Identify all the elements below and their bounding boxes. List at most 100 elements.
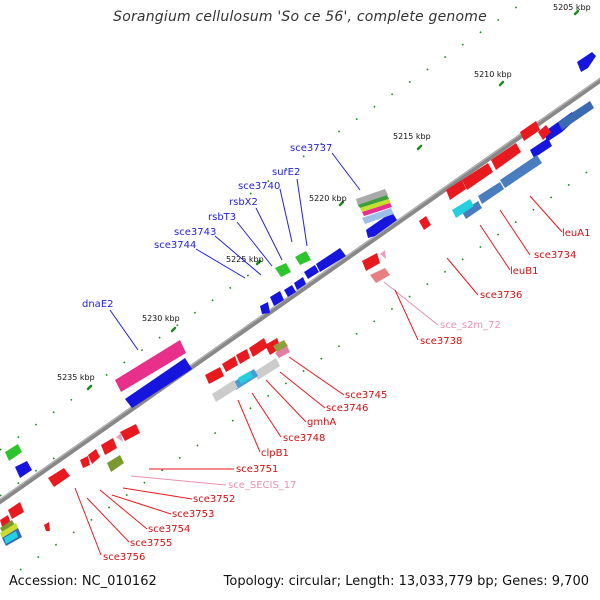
accession-text: Accession: NC_010162 [9,574,157,589]
gene-label: sce3736 [480,290,522,301]
feature-block [558,101,594,130]
rna-feature [116,433,123,442]
leader-line [99,489,148,530]
leader-line [383,281,439,326]
leader-line [236,221,273,267]
gene-forward [446,180,466,200]
leader-line [195,248,246,279]
feature-block [358,195,389,208]
rna-feature [370,268,390,283]
topology-text: Topology: circular; Length: 13,033,779 b… [223,574,589,589]
gene-label: sce3755 [130,538,172,549]
leader-line [529,195,563,233]
leader-line [296,178,308,247]
ruler-label: 5220 kbp [309,194,347,203]
ruler-label: 5230 kbp [142,314,180,323]
feature-block [212,380,238,402]
gene-forward [120,424,140,441]
gene-labels: sce3737 surE2 sce3740 rsbX2 rsbT3 sce374… [82,143,590,563]
gene-label: surE2 [272,167,300,178]
ruler-label: 5205 kbp [553,3,591,12]
gene-label: clpB1 [261,448,289,459]
gene-label: sce3752 [193,494,235,505]
gene-forward [462,163,493,190]
gene-forward [101,438,117,455]
gene-label: sce_SECIS_17 [228,480,297,491]
gene-label: sce3745 [345,390,387,401]
leader-line [446,257,479,296]
feature-block [115,340,186,392]
reverse-strand-genes [15,52,596,478]
feature-block [362,208,394,224]
gene-label: leuB1 [510,266,539,277]
gene-label: sce3753 [172,509,214,520]
gene-label: sce3748 [283,433,325,444]
gene-label: leuA1 [562,228,590,239]
leader-line [479,224,511,271]
feature-block [0,523,18,538]
gene-forward [205,367,224,384]
leader-line [279,371,326,409]
leader-line [499,209,531,256]
ruler-tick [498,80,505,87]
feature-block [295,251,311,265]
gene-forward [362,253,380,271]
label-leaders [74,152,563,556]
feature-block [275,263,291,277]
ruler-label: 5210 kbp [474,70,512,79]
gene-forward [520,121,540,141]
gene-forward [419,216,431,230]
ruler-tick [170,326,177,333]
ruler-label: 5235 kbp [57,373,95,382]
ruler-tick [338,200,345,207]
gene-label: sce3744 [154,240,196,251]
gene-label: rsbT3 [208,212,236,223]
map-title: Sorangium cellulosum 'So ce 56', complet… [113,9,487,25]
leader-line [74,487,102,556]
leader-line [251,392,282,438]
gene-forward [222,356,238,372]
gene-reverse [294,277,306,290]
gene-forward [538,125,551,140]
ruler-tick [416,144,423,151]
rna-feature [380,250,386,259]
gene-reverse [577,52,596,72]
gene-label: sce3737 [290,143,332,154]
gene-label: rsbX2 [229,197,258,208]
genome-backbone-highlight [0,77,600,501]
ruler-label: 5215 kbp [393,132,431,141]
feature-block [4,531,18,544]
gene-forward [8,502,24,519]
gene-forward [48,468,70,487]
gene-forward [44,522,50,531]
ruler-tick [573,9,580,16]
gene-forward [491,143,521,170]
leader-line [255,207,283,261]
ruler-tick [255,259,262,266]
gene-label: gmhA [307,417,336,428]
gene-label: sce3754 [148,524,190,535]
leader-line [288,356,345,396]
feature-block [275,346,290,358]
feature-block [254,358,280,380]
leader-line [111,494,172,515]
forward-strand-genes [0,121,551,531]
leader-line [130,475,227,486]
guide-dots [0,0,600,571]
leader-line [214,235,262,276]
gene-forward [88,449,100,464]
feature-block [478,182,504,204]
feature-block [273,340,288,352]
gene-label: sce3734 [534,250,576,261]
leader-line [331,152,361,191]
gene-forward [236,349,250,364]
gene-label: sce_s2m_72 [440,320,501,331]
gene-reverse [270,291,284,306]
leader-line [122,487,193,500]
gene-label: sce3751 [236,464,278,475]
gene-label: sce3746 [326,403,368,414]
feature-block [356,189,388,206]
leader-line [86,497,130,543]
ruler [86,9,580,391]
